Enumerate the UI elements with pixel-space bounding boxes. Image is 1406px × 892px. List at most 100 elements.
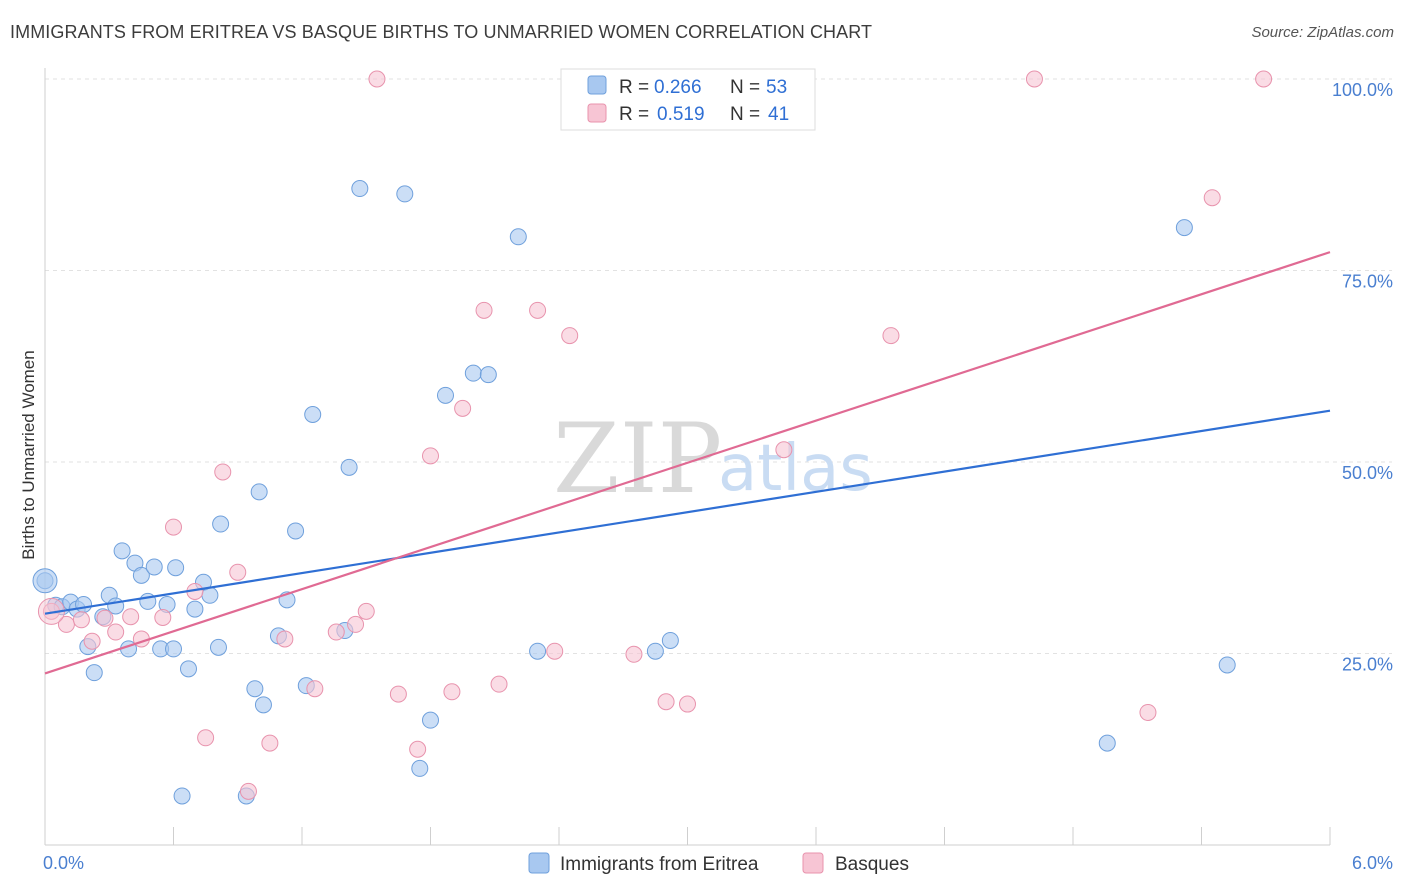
point-eritrea (145, 558, 163, 576)
legend-r-label-eritrea: R = (619, 77, 649, 98)
series-legend: Immigrants from Eritrea Basques (528, 852, 909, 875)
y-tick-label: 100.0% (1332, 80, 1393, 100)
point-eritrea (132, 566, 150, 584)
point-basques (306, 680, 324, 698)
trend-lines (44, 251, 1331, 675)
legend-swatch-basques (587, 103, 607, 123)
point-basques (239, 782, 257, 800)
data-points (32, 70, 1273, 805)
legend-swatch-basques (802, 852, 824, 874)
point-eritrea (509, 228, 527, 246)
watermark-zip: ZIP (553, 403, 722, 515)
point-basques (625, 645, 643, 663)
x-tick-labels: 0.0% 6.0% (43, 853, 1393, 873)
point-basques (679, 695, 696, 713)
legend-r-label-basques: R = (619, 104, 649, 125)
point-eritrea (1098, 734, 1116, 752)
point-eritrea (179, 660, 197, 678)
legend-item-basques: Basques (835, 854, 909, 875)
point-eritrea (173, 787, 191, 805)
watermark: ZIP atlas (553, 403, 873, 515)
point-basques (122, 608, 140, 626)
point-eritrea (529, 642, 547, 660)
point-eritrea (186, 600, 204, 618)
chart-source: Source: ZipAtlas.com (1251, 24, 1394, 41)
point-eritrea (165, 640, 182, 658)
point-basques (276, 630, 294, 648)
y-axis-label: Births to Unmarried Women (19, 350, 38, 559)
point-eritrea (167, 559, 185, 577)
point-eritrea (464, 364, 482, 382)
x-tick-label: 6.0% (1352, 853, 1393, 873)
point-eritrea (209, 638, 227, 656)
point-eritrea (113, 542, 131, 560)
point-basques (165, 518, 182, 536)
legend-r-value-eritrea: 0.266 (654, 77, 702, 98)
point-basques (454, 399, 472, 417)
y-tick-label: 50.0% (1342, 463, 1393, 483)
point-basques (83, 632, 101, 650)
point-basques (368, 70, 386, 88)
y-tick-labels: 25.0% 50.0% 75.0% 100.0% (1332, 80, 1393, 675)
point-eritrea (422, 711, 439, 729)
stats-legend: R = 0.266 N = 53 R = 0.519 N = 41 (560, 68, 816, 131)
point-eritrea (246, 680, 264, 698)
legend-swatch-eritrea (587, 75, 607, 95)
point-basques (261, 734, 279, 752)
legend-n-value-eritrea: 53 (766, 77, 787, 98)
legend-item-eritrea: Immigrants from Eritrea (560, 854, 759, 875)
point-basques (475, 301, 493, 319)
point-basques (154, 608, 172, 626)
y-tick-label: 25.0% (1342, 655, 1393, 675)
point-basques (561, 327, 579, 345)
point-basques (357, 602, 375, 620)
point-eritrea (436, 386, 454, 404)
point-basques (1255, 70, 1273, 88)
point-eritrea (646, 642, 664, 660)
chart-title: IMMIGRANTS FROM ERITREA VS BASQUE BIRTHS… (10, 22, 873, 42)
point-basques (775, 441, 793, 459)
point-basques (882, 327, 900, 345)
point-basques (409, 740, 427, 758)
point-eritrea (396, 185, 414, 203)
point-eritrea (250, 483, 268, 501)
point-basques (327, 623, 345, 641)
point-eritrea (661, 631, 679, 649)
trend-line-eritrea (44, 409, 1331, 615)
point-eritrea (85, 664, 103, 682)
grid-lines (45, 78, 1392, 654)
point-basques (657, 693, 675, 711)
point-basques (546, 642, 564, 660)
point-basques (197, 729, 215, 747)
point-eritrea (479, 366, 497, 384)
point-basques (443, 683, 461, 701)
point-eritrea (212, 515, 230, 533)
point-basques (72, 611, 90, 629)
point-basques (1139, 703, 1157, 721)
legend-n-label-basques: N = (730, 104, 760, 125)
point-eritrea (351, 180, 369, 198)
y-tick-label: 75.0% (1342, 272, 1393, 292)
axes (44, 68, 1331, 846)
point-basques (107, 623, 125, 641)
point-eritrea (304, 406, 322, 424)
legend-swatch-eritrea (528, 852, 550, 874)
point-eritrea (201, 586, 219, 604)
legend-n-value-basques: 41 (768, 104, 789, 125)
point-eritrea (254, 696, 272, 714)
x-tick-label: 0.0% (43, 853, 84, 873)
point-eritrea (287, 522, 305, 540)
trend-line-basques (44, 251, 1331, 675)
legend-r-value-basques: 0.519 (657, 104, 705, 125)
point-basques (1025, 70, 1043, 88)
point-eritrea (411, 759, 429, 777)
legend-n-label-eritrea: N = (730, 77, 760, 98)
point-basques (422, 447, 439, 465)
point-basques (229, 563, 247, 581)
point-eritrea (1218, 656, 1236, 674)
point-basques (389, 685, 407, 703)
point-basques (96, 609, 114, 627)
point-eritrea (32, 568, 58, 594)
point-eritrea (1175, 219, 1193, 237)
